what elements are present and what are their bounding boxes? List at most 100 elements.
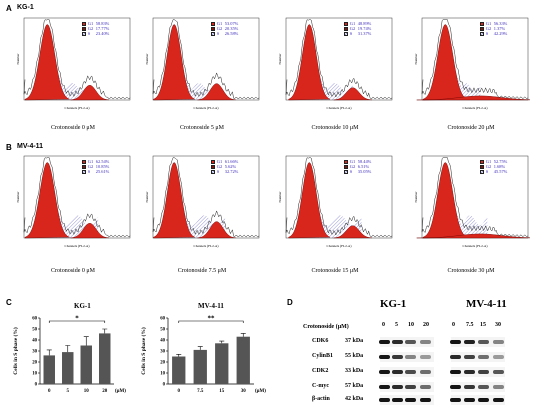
error-bar <box>65 345 71 353</box>
histogram-y-axis-label: Number <box>145 53 149 65</box>
panel-a-label: A <box>6 4 12 13</box>
legend-value: 45.57% <box>493 169 508 175</box>
histogram-trace <box>23 19 131 100</box>
histogram-trace <box>152 157 260 238</box>
wb-band <box>405 385 416 389</box>
histogram-mv-1: Channels (FL2-A) Number G1 61.66% G2 5.62% S 32… <box>143 152 261 252</box>
wb-protein-name: C-myc <box>312 383 329 389</box>
y-tick-label: 0 <box>163 383 166 388</box>
legend-value: 1.37% <box>493 26 506 32</box>
wb-kda: 55 kDa <box>345 353 364 359</box>
legend-swatch <box>211 164 216 169</box>
wb-band <box>478 398 489 402</box>
histogram-x-axis-label: Channels (FL2-A) <box>327 244 352 248</box>
g2-peak <box>333 87 372 101</box>
g2-peak <box>197 221 236 239</box>
histogram-trace <box>285 19 393 100</box>
error-bar <box>102 328 108 334</box>
histogram-trace <box>152 19 260 100</box>
significance-marker: ** <box>208 315 216 323</box>
legend-name: G1 <box>485 159 492 164</box>
histogram-caption: Crotonoside 7.5 μM <box>177 268 227 274</box>
histogram-y-axis-label: Number <box>145 191 149 203</box>
g1-peak <box>153 162 195 239</box>
histogram-x-axis-label: Channels (FL2-A) <box>463 106 488 110</box>
error-bar <box>46 349 52 356</box>
wb-band <box>478 340 489 344</box>
legend-value: 20.35% <box>224 26 239 32</box>
histogram-x-axis-label: Channels (FL2-A) <box>65 244 90 248</box>
histogram-legend: G1 52.75% G2 1.68% S 45.57% <box>480 159 507 175</box>
histogram-y-axis-label: Number <box>414 53 418 65</box>
legend-swatch <box>480 164 485 169</box>
g1-peak <box>422 162 468 239</box>
wb-band <box>464 340 475 344</box>
wb-band <box>493 340 504 344</box>
legend-swatch <box>480 21 485 26</box>
legend-name: G1 <box>485 21 492 26</box>
histogram-trace <box>421 19 529 100</box>
legend-value: 42.29% <box>493 31 508 37</box>
y-tick-label: 50 <box>32 328 37 333</box>
wb-protein-name: CylinB1 <box>312 353 334 359</box>
significance-bracket <box>48 320 106 323</box>
g2-peak <box>70 85 109 101</box>
g1-peak <box>24 162 70 239</box>
histogram-kg1-1: Channels (FL2-A) Number G1 53.07% G2 20.35% S 2… <box>143 14 261 114</box>
histogram-kg1-0: Channels (FL2-A) Number G1 58.83% G2 17.77% S 2… <box>14 14 132 114</box>
histogram-caption: Crotonoside 0 μM <box>51 125 95 131</box>
histogram-legend: G1 62.54% G2 10.85% S 25.61% <box>82 159 109 175</box>
legend-name: S <box>349 31 353 37</box>
legend-value: 62.54% <box>95 159 110 164</box>
x-tick-label: 7.5 <box>197 389 204 394</box>
wb-protein-name: CDK6 <box>312 338 329 344</box>
significance-marker: * <box>75 315 79 323</box>
legend-name: S <box>87 31 91 37</box>
histogram-trace <box>421 157 529 238</box>
g1-peak <box>24 24 70 101</box>
legend-name: G2 <box>87 26 94 32</box>
legend-swatch <box>211 26 216 31</box>
legend-value: 58.44% <box>357 159 372 164</box>
wb-band <box>379 340 390 344</box>
histogram-legend: G1 53.07% G2 20.35% S 26.58% <box>211 21 238 37</box>
histogram-y-axis-label: Number <box>16 53 20 65</box>
histogram-caption: Crotonoside 5 μM <box>180 125 224 131</box>
x-tick-label: 15 <box>219 389 225 394</box>
wb-band <box>379 355 390 359</box>
y-tick-label: 20 <box>160 361 165 366</box>
wb-kg1-dose: 0 <box>382 322 385 328</box>
legend-name: S <box>485 31 489 37</box>
legend-swatch <box>480 31 485 36</box>
bar-30 <box>236 336 250 384</box>
legend-swatch <box>82 169 87 174</box>
wb-mv-dose: 30 <box>495 322 501 328</box>
wb-kda: 37 kDa <box>345 338 364 344</box>
panel-d-label: D <box>287 298 293 307</box>
wb-band <box>464 370 475 374</box>
legend-swatch <box>211 159 216 164</box>
legend-name: S <box>349 169 353 175</box>
y-tick-label: 30 <box>160 350 165 355</box>
legend-value: 31.37% <box>357 31 372 37</box>
bar-0 <box>172 356 186 384</box>
legend-swatch <box>82 26 87 31</box>
wb-band <box>493 370 504 374</box>
wb-band <box>464 398 475 402</box>
wb-band <box>392 398 403 402</box>
legend-name: G2 <box>87 164 94 170</box>
x-tick-label: 30 <box>241 389 247 394</box>
legend-value: 1.68% <box>493 164 506 170</box>
histogram-mv-2: Channels (FL2-A) Number G1 58.44% G2 6.51% S 35… <box>276 152 394 252</box>
wb-protein-name: β-actin <box>312 396 330 402</box>
legend-value: 6.51% <box>357 164 370 170</box>
histogram-y-axis-label: Number <box>278 53 282 65</box>
wb-band <box>450 398 461 402</box>
wb-mv-dose: 15 <box>480 322 486 328</box>
histogram-y-axis-label: Number <box>16 191 20 203</box>
y-tick-label: 40 <box>160 339 165 344</box>
legend-swatch <box>82 159 87 164</box>
x-unit-label: (μM) <box>255 389 266 394</box>
y-tick-label: 50 <box>160 328 165 333</box>
row-a-cell-label: KG-1 <box>17 4 34 11</box>
